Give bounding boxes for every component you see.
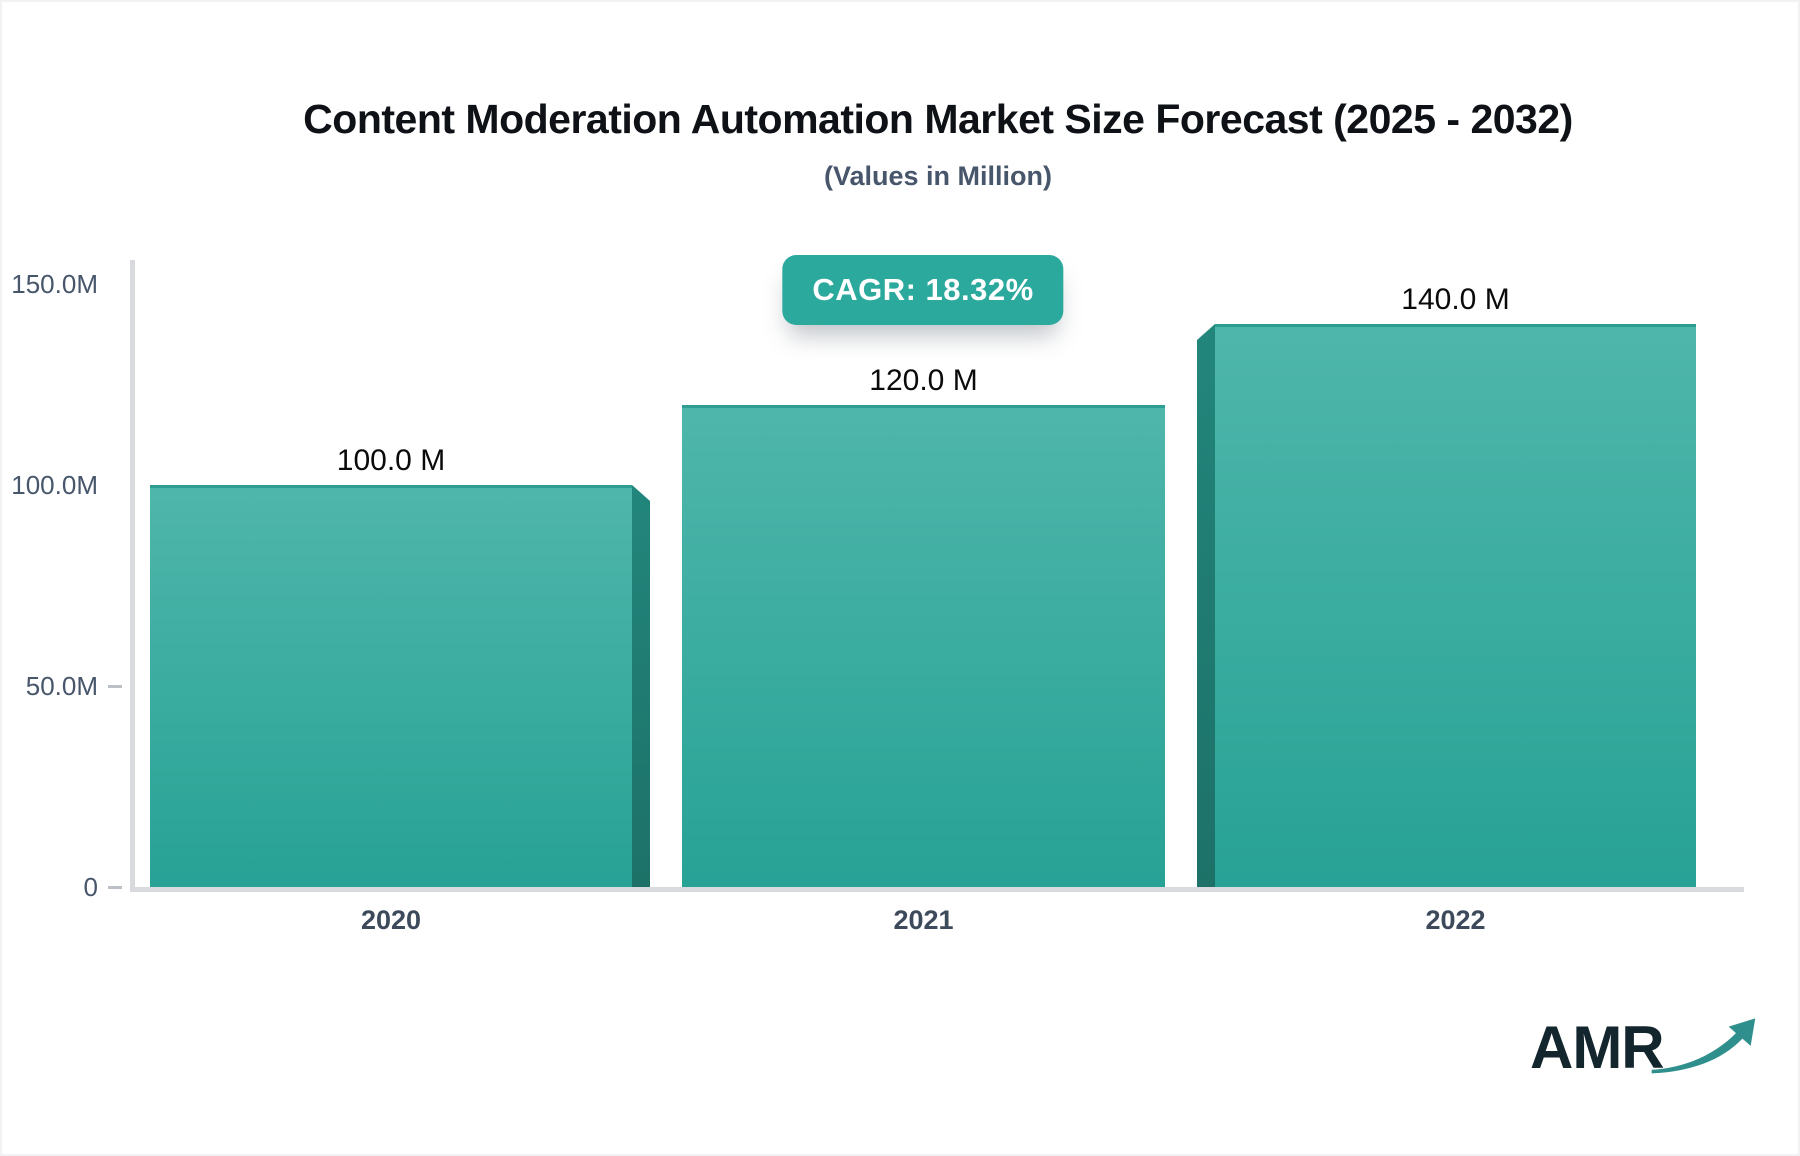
chart-header: Content Moderation Automation Market Siz…: [132, 2, 1744, 191]
growth-arrow-icon: [1648, 1014, 1758, 1081]
x-axis-line: [130, 887, 1744, 892]
y-axis-line: [130, 260, 135, 890]
y-tick-dash: [108, 685, 122, 688]
bar-value-label: 100.0 M: [336, 444, 446, 477]
amr-logo: AMR: [1530, 1014, 1758, 1081]
bar-2021: [682, 405, 1165, 887]
bar-value-label: 120.0 M: [869, 364, 978, 397]
y-tick-label: 50.0M: [25, 671, 98, 701]
x-tick-label: 2022: [1425, 905, 1486, 935]
chart-subtitle: (Values in Million): [823, 161, 1053, 192]
bar-3d-side: [1197, 324, 1215, 887]
chart-title: Content Moderation Automation Market Siz…: [303, 96, 1573, 142]
bar-3d-side: [632, 485, 650, 887]
bar-2020: [150, 485, 632, 887]
cagr-badge: CAGR: 18.32%: [782, 255, 1064, 325]
y-tick-label: 0: [83, 872, 98, 902]
x-tick-label: 2020: [360, 905, 422, 935]
y-tick-dash: [108, 886, 122, 889]
y-tick-label: 100.0M: [11, 470, 98, 500]
amr-logo-text: AMR: [1530, 1014, 1665, 1081]
bar-value-label: 140.0 M: [1401, 283, 1510, 316]
bar-2022: [1215, 324, 1696, 887]
y-tick-label: 150.0M: [11, 269, 98, 299]
x-tick-label: 2021: [893, 905, 954, 935]
